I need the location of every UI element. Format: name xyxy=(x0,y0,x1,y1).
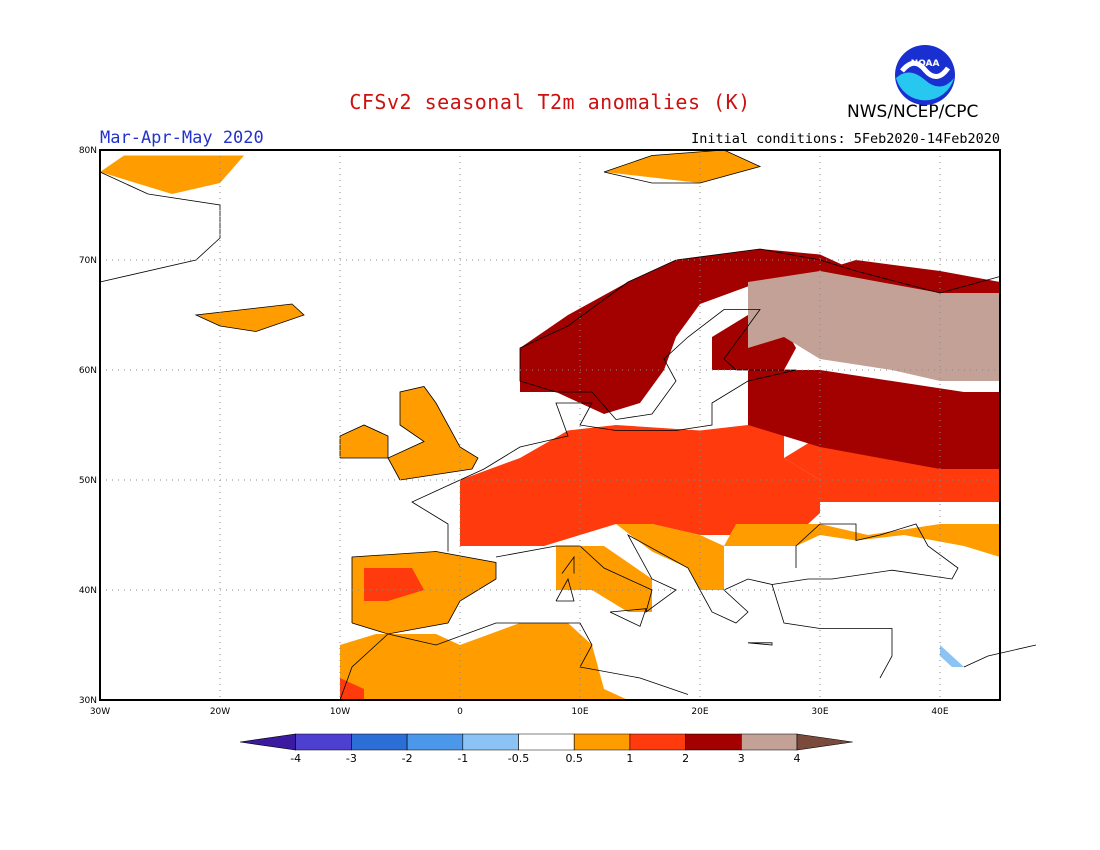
lon-tick-label: 20W xyxy=(210,707,230,717)
colorbar-segment xyxy=(351,733,408,751)
logo-text: NOAA xyxy=(911,59,940,69)
coastline-0 xyxy=(351,551,497,635)
coastline-3 xyxy=(194,303,305,332)
colorbar-segment xyxy=(796,733,853,751)
coastline-13 xyxy=(603,149,762,184)
coastline-10 xyxy=(561,555,575,574)
colorbar-segment xyxy=(573,733,631,751)
coastline-11 xyxy=(609,608,647,627)
fill-black-sea-coast xyxy=(724,524,1000,557)
coastline-6 xyxy=(339,622,689,701)
lon-tick-label: 20E xyxy=(691,707,708,717)
colorbar-label: 2 xyxy=(682,752,690,765)
colorbar-label: -2 xyxy=(401,752,413,765)
lon-tick-label: 30W xyxy=(90,707,110,717)
lat-tick-label: 70N xyxy=(79,256,97,266)
fill-central-europe xyxy=(460,403,820,546)
fill-ukraine-russia xyxy=(784,436,1000,502)
coastline-5 xyxy=(411,248,1001,552)
organization-label: NWS/NCEP/CPC xyxy=(847,102,979,122)
coastline-2 xyxy=(339,424,389,459)
coastline-1 xyxy=(387,386,479,481)
lat-tick-label: 30N xyxy=(79,696,97,706)
initial-conditions: Initial conditions: 5Feb2020-14Feb2020 xyxy=(691,131,1000,147)
fill-italy xyxy=(556,546,652,612)
lat-tick-label: 80N xyxy=(79,146,97,156)
lon-tick-label: 40E xyxy=(931,707,948,717)
lon-tick-label: 10E xyxy=(571,707,588,717)
coastline-7 xyxy=(495,533,893,679)
lon-tick-label: 30E xyxy=(811,707,828,717)
lon-tick-label: 0 xyxy=(457,707,463,717)
coastlines xyxy=(99,149,1037,701)
anomaly-fills xyxy=(100,150,1000,700)
colorbar-segment xyxy=(295,733,352,751)
axis-ticks: 30W 20W 10W 0 10E 20E 30E 40E 30N 40N 50N 60N 70N 80N xyxy=(79,146,949,717)
fill-ireland xyxy=(340,425,388,458)
fill-baltic-russia xyxy=(748,370,1000,469)
colorbar-label: -4 xyxy=(290,752,302,765)
fill-scandinavia xyxy=(520,249,856,414)
lat-tick-label: 50N xyxy=(79,476,97,486)
coastline-4 xyxy=(99,171,221,283)
fill-kola xyxy=(820,260,1000,293)
colorbar-label: 3 xyxy=(737,752,745,765)
chart-title: CFSv2 seasonal T2m anomalies (K) xyxy=(349,90,751,114)
map-frame xyxy=(99,149,1001,701)
colorbar-segment xyxy=(462,733,519,751)
colorbar-label: -3 xyxy=(345,752,357,765)
fill-britain xyxy=(388,386,478,480)
colorbar xyxy=(239,733,853,751)
colorbar-label: 1 xyxy=(626,752,634,765)
colorbar-segment xyxy=(518,733,575,751)
lat-tick-label: 40N xyxy=(79,586,97,596)
coastline-12 xyxy=(747,642,773,646)
colorbar-segment xyxy=(629,733,686,751)
coastline-14 xyxy=(963,644,1037,668)
fill-north-russia xyxy=(748,271,1000,381)
fill-north-africa xyxy=(340,623,628,700)
fill-svalbard xyxy=(604,150,760,183)
fill-iceland xyxy=(196,304,304,332)
colorbar-segment xyxy=(406,733,464,751)
colorbar-segment xyxy=(740,733,798,751)
forecast-period: Mar-Apr-May 2020 xyxy=(100,128,264,148)
gridlines xyxy=(100,150,1000,700)
colorbar-segment xyxy=(239,733,297,751)
fill-iberia-warm xyxy=(364,568,424,601)
colorbar-label: 0.5 xyxy=(565,752,583,765)
colorbar-segment xyxy=(685,733,742,751)
colorbar-label: 4 xyxy=(793,752,801,765)
fill-balkans xyxy=(616,524,724,590)
noaa-logo: NOAA xyxy=(895,45,955,105)
colorbar-label: -1 xyxy=(457,752,469,765)
fill-cool-spot xyxy=(940,645,964,667)
lon-tick-label: 10W xyxy=(330,707,350,717)
coastline-8 xyxy=(771,523,959,585)
lat-tick-label: 60N xyxy=(79,366,97,376)
colorbar-label: -0.5 xyxy=(507,752,530,765)
fill-greenland xyxy=(100,155,244,194)
